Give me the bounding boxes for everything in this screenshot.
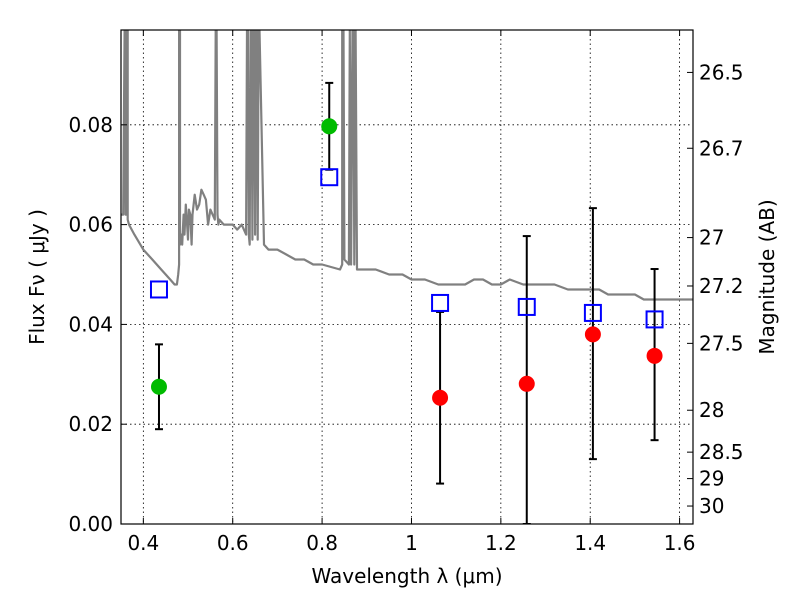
- y2-tick-label: 28.5: [699, 440, 744, 464]
- model-point-square: [149, 280, 168, 299]
- model-spectrum-line: [121, 30, 693, 301]
- y2-tick-label: 26.7: [699, 136, 744, 160]
- x-tick-label: 1: [405, 531, 418, 555]
- measurement-point: [518, 375, 535, 392]
- ticks: 0.4 0.6 0.8 1 1.2 1.4 1.6 0.00 0.02 0.04 0.06 0.08 2…: [68, 30, 744, 555]
- axes-frame: [120, 29, 694, 525]
- plot-content: [121, 30, 693, 524]
- model-point-square: [517, 297, 536, 316]
- model-point-square: [645, 310, 664, 329]
- measurement-point: [646, 347, 663, 364]
- x-tick-label: 0.8: [306, 531, 338, 555]
- x-tick-label: 1.4: [574, 531, 606, 555]
- model-point-square: [431, 293, 450, 312]
- y2-tick-label: 27.5: [699, 331, 744, 355]
- x-tick-label: 0.4: [127, 531, 159, 555]
- x-axis-label: Wavelength λ (μm): [311, 564, 502, 588]
- y-tick-label: 0.04: [68, 312, 113, 336]
- x-tick-label: 1.2: [485, 531, 517, 555]
- y2-tick-label: 29: [699, 467, 724, 491]
- y-tick-label: 0.00: [68, 512, 113, 536]
- model-point-square: [583, 303, 602, 322]
- y2-axis-label: Magnitude (AB): [755, 199, 779, 354]
- measurement-point: [584, 326, 601, 343]
- measurement-point: [432, 389, 449, 406]
- y-axis-label: Flux Fν ( μJy ): [25, 209, 49, 345]
- x-tick-label: 0.6: [217, 531, 249, 555]
- y2-tick-label: 26.5: [699, 60, 744, 84]
- y2-tick-label: 30: [699, 494, 724, 518]
- y-tick-label: 0.02: [68, 412, 113, 436]
- model-point-square: [320, 168, 339, 187]
- y2-tick-label: 27: [699, 226, 724, 250]
- y2-tick-label: 28: [699, 398, 724, 422]
- y-tick-label: 0.06: [68, 213, 113, 237]
- x-tick-label: 1.6: [664, 531, 696, 555]
- detection-point: [321, 118, 338, 135]
- y2-tick-label: 27.2: [699, 274, 744, 298]
- detection-point: [150, 378, 167, 395]
- y-tick-label: 0.08: [68, 113, 113, 137]
